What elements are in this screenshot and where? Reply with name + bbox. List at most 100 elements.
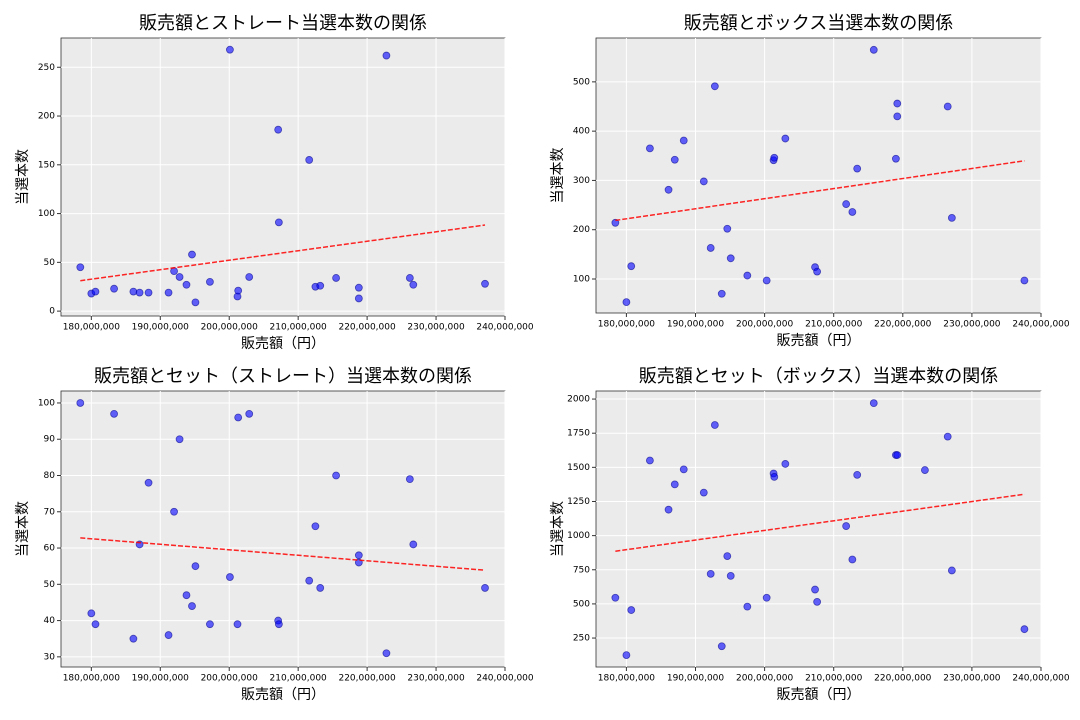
x-tick-label: 230,000,000 [407,323,465,333]
data-point [191,562,200,571]
x-tick-label: 220,000,000 [338,674,396,684]
data-point [76,263,85,272]
y-tick-label: 1250 [567,497,590,507]
y-tick-label: 500 [573,599,590,609]
x-axis-label: 販売額（円） [777,687,861,703]
data-point [481,584,489,592]
y-tick-label: 80 [44,471,56,481]
x-tick-label: 180,000,000 [598,674,656,684]
chart-title: 販売額とストレート当選本数の関係 [139,13,427,34]
data-point [921,466,929,474]
data-point [382,649,391,658]
y-tick-label: 50 [44,258,56,268]
chart-title: 販売額とセット（ストレート）当選本数の関係 [94,366,472,387]
data-point [842,200,851,208]
data-point [706,569,715,578]
y-tick-label: 1500 [567,463,590,473]
data-point [679,136,688,145]
data-point [726,254,735,263]
y-tick-label: 500 [573,77,590,87]
x-tick-label: 220,000,000 [874,320,932,330]
x-tick-label: 180,000,000 [598,320,656,330]
chart-title: 販売額とセット（ボックス）当選本数の関係 [639,366,998,387]
subplot: 180,000,000 190,000,000 200,000,000 210,000… [550,366,1070,703]
y-tick-label: 30 [44,652,56,662]
data-point [664,185,673,194]
x-tick-label: 190,000,000 [667,320,725,330]
x-tick-label: 190,000,000 [132,674,190,684]
y-axis-label: 当選本数 [550,148,566,204]
data-point [670,480,679,489]
data-point [87,609,96,618]
data-point [853,470,862,479]
data-point [891,154,900,163]
data-point [699,177,708,186]
y-tick-label: 2000 [567,395,590,405]
trend-line [615,493,1025,552]
y-tick-label: 100 [38,398,55,408]
data-point [848,208,857,216]
data-point [164,631,173,639]
data-point [893,99,902,108]
y-tick-label: 200 [573,225,590,235]
data-point [813,267,822,276]
y-axis-label: 当選本数 [15,501,31,557]
data-point [144,478,153,487]
data-point [770,153,779,162]
x-tick-label: 230,000,000 [943,674,1001,684]
data-point [743,602,752,611]
data-point [723,552,732,561]
data-point [664,505,673,514]
plot-area [60,37,506,317]
y-tick-label: 40 [44,616,56,626]
data-point [234,286,243,295]
x-tick-label: 190,000,000 [132,323,190,333]
data-point [710,421,719,429]
data-point [762,276,771,285]
data-point [853,164,862,173]
data-point [135,288,144,297]
data-point [182,280,191,289]
data-point [947,213,956,222]
x-tick-label: 220,000,000 [874,674,932,684]
data-point [710,82,719,91]
data-point [226,45,234,54]
data-point [869,45,878,54]
data-point [679,465,688,474]
data-point [781,134,790,143]
x-tick-label: 240,000,000 [1012,320,1070,330]
trend-line [615,160,1025,222]
data-point [723,224,732,233]
data-point [645,456,654,465]
x-tick-label: 200,000,000 [201,674,259,684]
data-point [206,620,214,629]
data-point [332,471,340,480]
x-axis-label: 販売額（円） [241,336,325,352]
data-point [316,584,325,592]
data-point [811,585,819,594]
y-tick-label: 250 [38,63,55,73]
data-point [274,620,283,629]
y-tick-label: 100 [38,209,55,219]
subplot: 180,000,000 190,000,000 200,000,000 210,000… [550,13,1070,349]
data-point [405,475,414,484]
x-tick-label: 240,000,000 [1012,674,1070,684]
x-tick-label: 220,000,000 [338,323,396,333]
y-tick-label: 1750 [567,429,590,439]
data-point [188,250,196,259]
data-point [245,273,254,281]
data-point [627,262,636,271]
data-point [175,435,184,444]
data-point [726,572,735,580]
x-tick-label: 240,000,000 [476,674,534,684]
data-point [699,488,708,497]
data-point [144,288,153,297]
data-point [409,280,418,289]
x-tick-label: 200,000,000 [736,674,794,684]
data-point [316,281,325,290]
y-tick-label: 300 [573,176,590,186]
y-tick-label: 250 [573,634,590,644]
data-point [627,606,636,614]
data-point [622,651,631,660]
